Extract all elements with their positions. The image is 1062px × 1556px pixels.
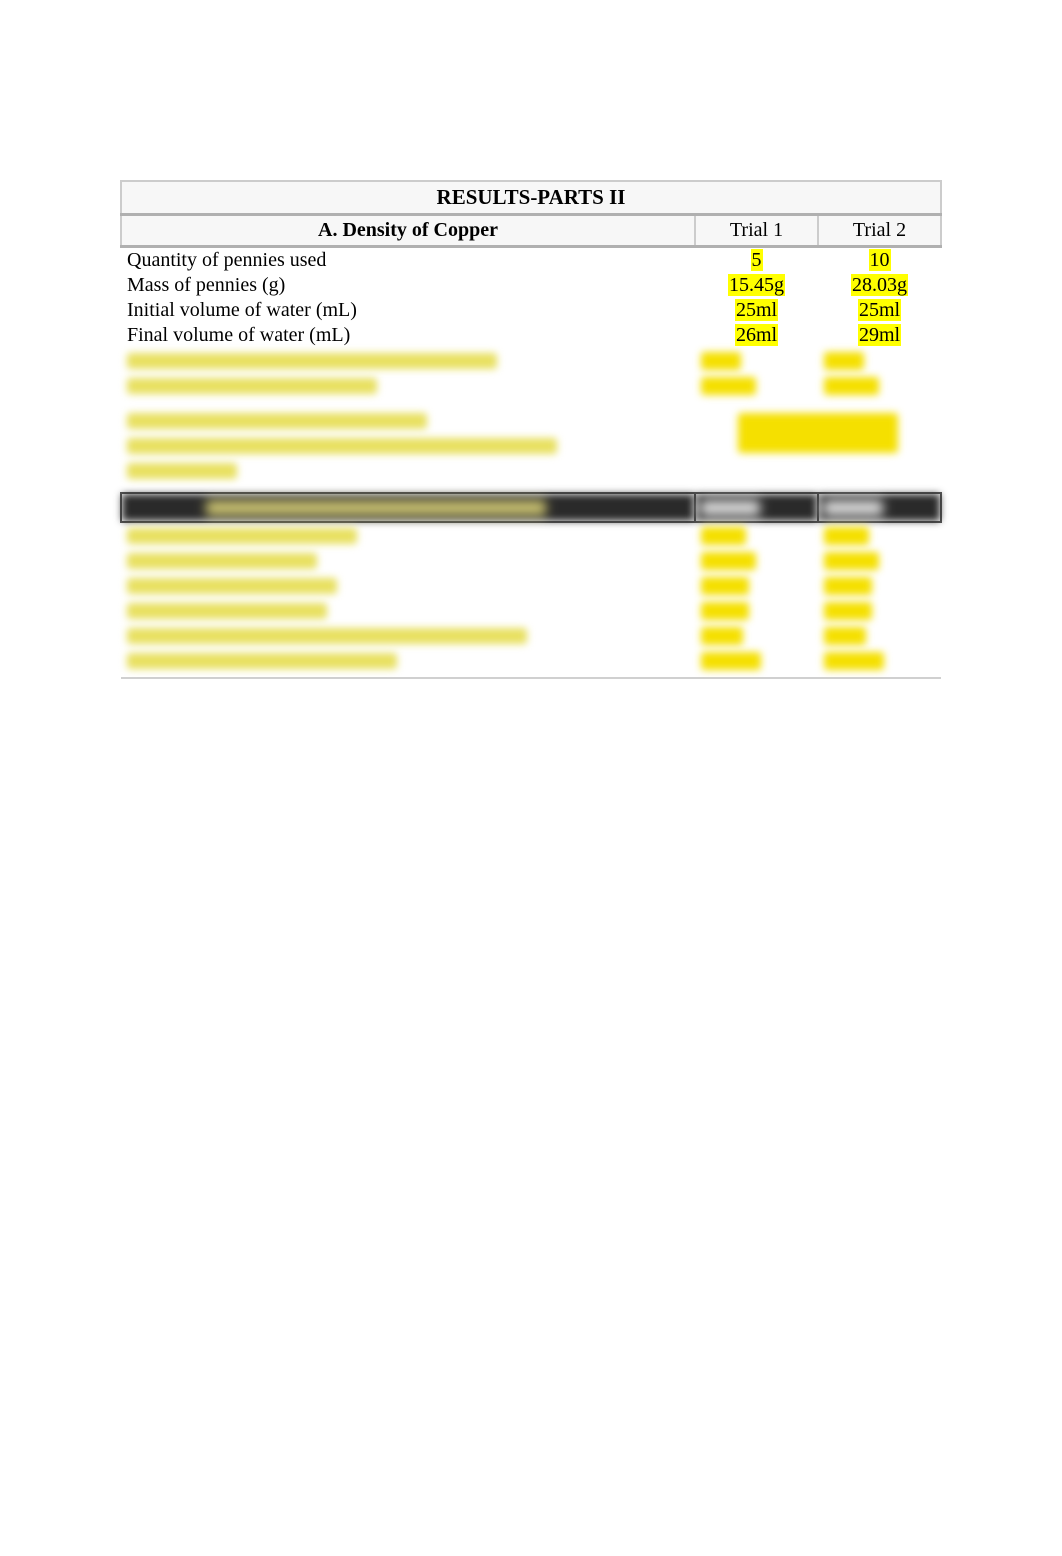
blurred-row (121, 598, 941, 623)
row-val-t1: 25ml (735, 299, 778, 321)
row-val-t2: 28.03g (851, 274, 908, 296)
row-label: Initial volume of water (mL) (121, 298, 695, 323)
blurred-row (121, 648, 941, 673)
document-page: RESULTS-PARTS II A. Density of Copper Tr… (0, 0, 1062, 679)
table-row: Mass of pennies (g) 15.45g 28.03g (121, 273, 941, 298)
blurred-row (121, 373, 941, 398)
blurred-row (121, 548, 941, 573)
row-label: Quantity of pennies used (121, 247, 695, 274)
table-row: Initial volume of water (mL) 25ml 25ml (121, 298, 941, 323)
trial1-header: Trial 1 (695, 215, 818, 247)
row-val-t1: 5 (751, 249, 763, 271)
row-val-t2: 29ml (858, 324, 901, 346)
table-row: Final volume of water (mL) 26ml 29ml (121, 323, 941, 348)
table-title: RESULTS-PARTS II (121, 181, 941, 215)
row-val-t1: 26ml (735, 324, 778, 346)
blurred-row (121, 573, 941, 598)
blurred-row (121, 623, 941, 648)
row-label: Final volume of water (mL) (121, 323, 695, 348)
row-val-t1: 15.45g (728, 274, 785, 296)
section-a-label: A. Density of Copper (121, 215, 695, 247)
table-title-row: RESULTS-PARTS II (121, 181, 941, 215)
row-label: Mass of pennies (g) (121, 273, 695, 298)
blurred-row (121, 348, 941, 373)
blurred-row (121, 458, 941, 483)
section-a-header-row: A. Density of Copper Trial 1 Trial 2 (121, 215, 941, 247)
trial2-header: Trial 2 (818, 215, 941, 247)
row-val-t2: 25ml (858, 299, 901, 321)
blurred-section-header (121, 493, 941, 522)
row-val-t2: 10 (869, 249, 891, 271)
blurred-row (121, 408, 941, 433)
results-table: RESULTS-PARTS II A. Density of Copper Tr… (120, 180, 942, 679)
table-row: Quantity of pennies used 5 10 (121, 247, 941, 274)
blurred-row (121, 522, 941, 548)
